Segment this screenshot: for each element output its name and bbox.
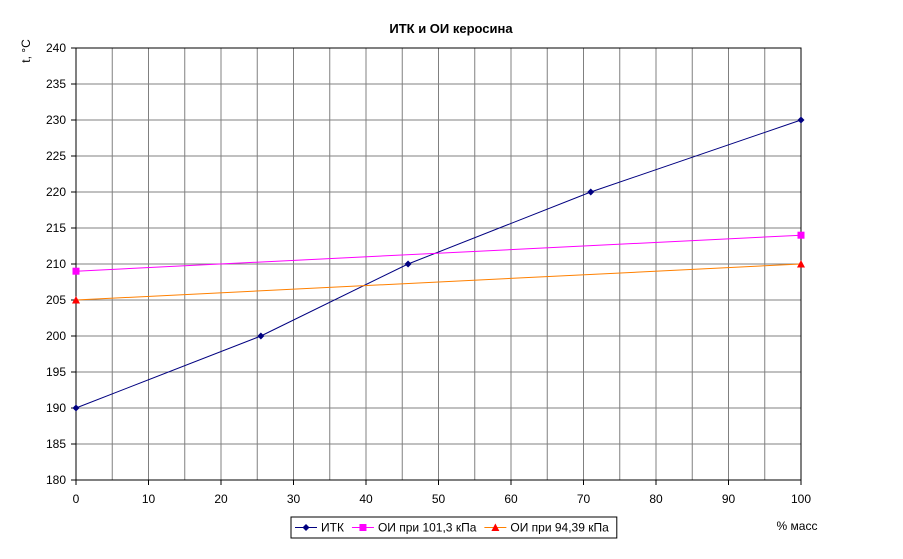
axis-ticks: 0 10 20 30 40 50 60 70 80 90 100 180 185 190 195 200 205…	[46, 41, 811, 506]
y-tick-label: 235	[46, 77, 66, 91]
series-layer	[72, 116, 805, 412]
legend-label: ОИ при 101,3 кПа	[378, 521, 477, 535]
legend-marker	[491, 523, 500, 531]
x-tick-label: 30	[287, 492, 301, 506]
data-point	[587, 188, 595, 196]
legend-item: ОИ при 94,39 кПа	[484, 521, 609, 535]
y-tick-label: 185	[46, 437, 66, 451]
y-tick-label: 230	[46, 113, 66, 127]
data-point	[72, 267, 80, 275]
series-3	[72, 260, 805, 304]
legend-marker	[359, 524, 367, 531]
y-tick-label: 210	[46, 257, 66, 271]
x-tick-label: 80	[649, 492, 663, 506]
x-tick-label: 40	[359, 492, 373, 506]
series-line	[75, 263, 802, 301]
data-point	[797, 116, 805, 124]
legend-item: ИТК	[295, 521, 344, 535]
grid	[75, 47, 802, 481]
x-tick-label: 50	[432, 492, 446, 506]
x-tick-label: 20	[214, 492, 228, 506]
legend-label: ИТК	[321, 521, 344, 535]
y-tick-label: 180	[46, 473, 66, 487]
series-2	[72, 231, 805, 275]
legend-box	[290, 516, 618, 539]
series-line	[75, 234, 802, 272]
x-tick-label: 60	[504, 492, 518, 506]
y-tick-label: 220	[46, 185, 66, 199]
y-tick-label: 225	[46, 149, 66, 163]
y-tick-label: 240	[46, 41, 66, 55]
legend-label: ОИ при 94,39 кПа	[510, 521, 609, 535]
y-axis-label: t, °C	[19, 39, 33, 63]
y-tick-label: 190	[46, 401, 66, 415]
chart-title: ИТК и ОИ керосина	[389, 21, 513, 36]
x-tick-label: 0	[73, 492, 80, 506]
data-point	[72, 296, 80, 304]
x-tick-label: 90	[722, 492, 736, 506]
y-tick-label: 200	[46, 329, 66, 343]
x-tick-label: 70	[577, 492, 591, 506]
data-point	[72, 404, 80, 412]
data-point	[797, 231, 805, 239]
data-point	[797, 260, 805, 268]
legend-item: ОИ при 101,3 кПа	[351, 521, 477, 535]
x-tick-label: 10	[142, 492, 156, 506]
x-axis-label: % масс	[777, 519, 818, 533]
legend-marker	[302, 524, 310, 531]
data-point	[257, 332, 265, 340]
data-point	[404, 260, 412, 268]
y-tick-label: 205	[46, 293, 66, 307]
y-tick-label: 195	[46, 365, 66, 379]
y-tick-label: 215	[46, 221, 66, 235]
legend: ИТК ОИ при 101,3 кПа ОИ при 94,39 кПа	[290, 516, 618, 539]
x-tick-label: 100	[791, 492, 811, 506]
series-1	[72, 116, 805, 412]
